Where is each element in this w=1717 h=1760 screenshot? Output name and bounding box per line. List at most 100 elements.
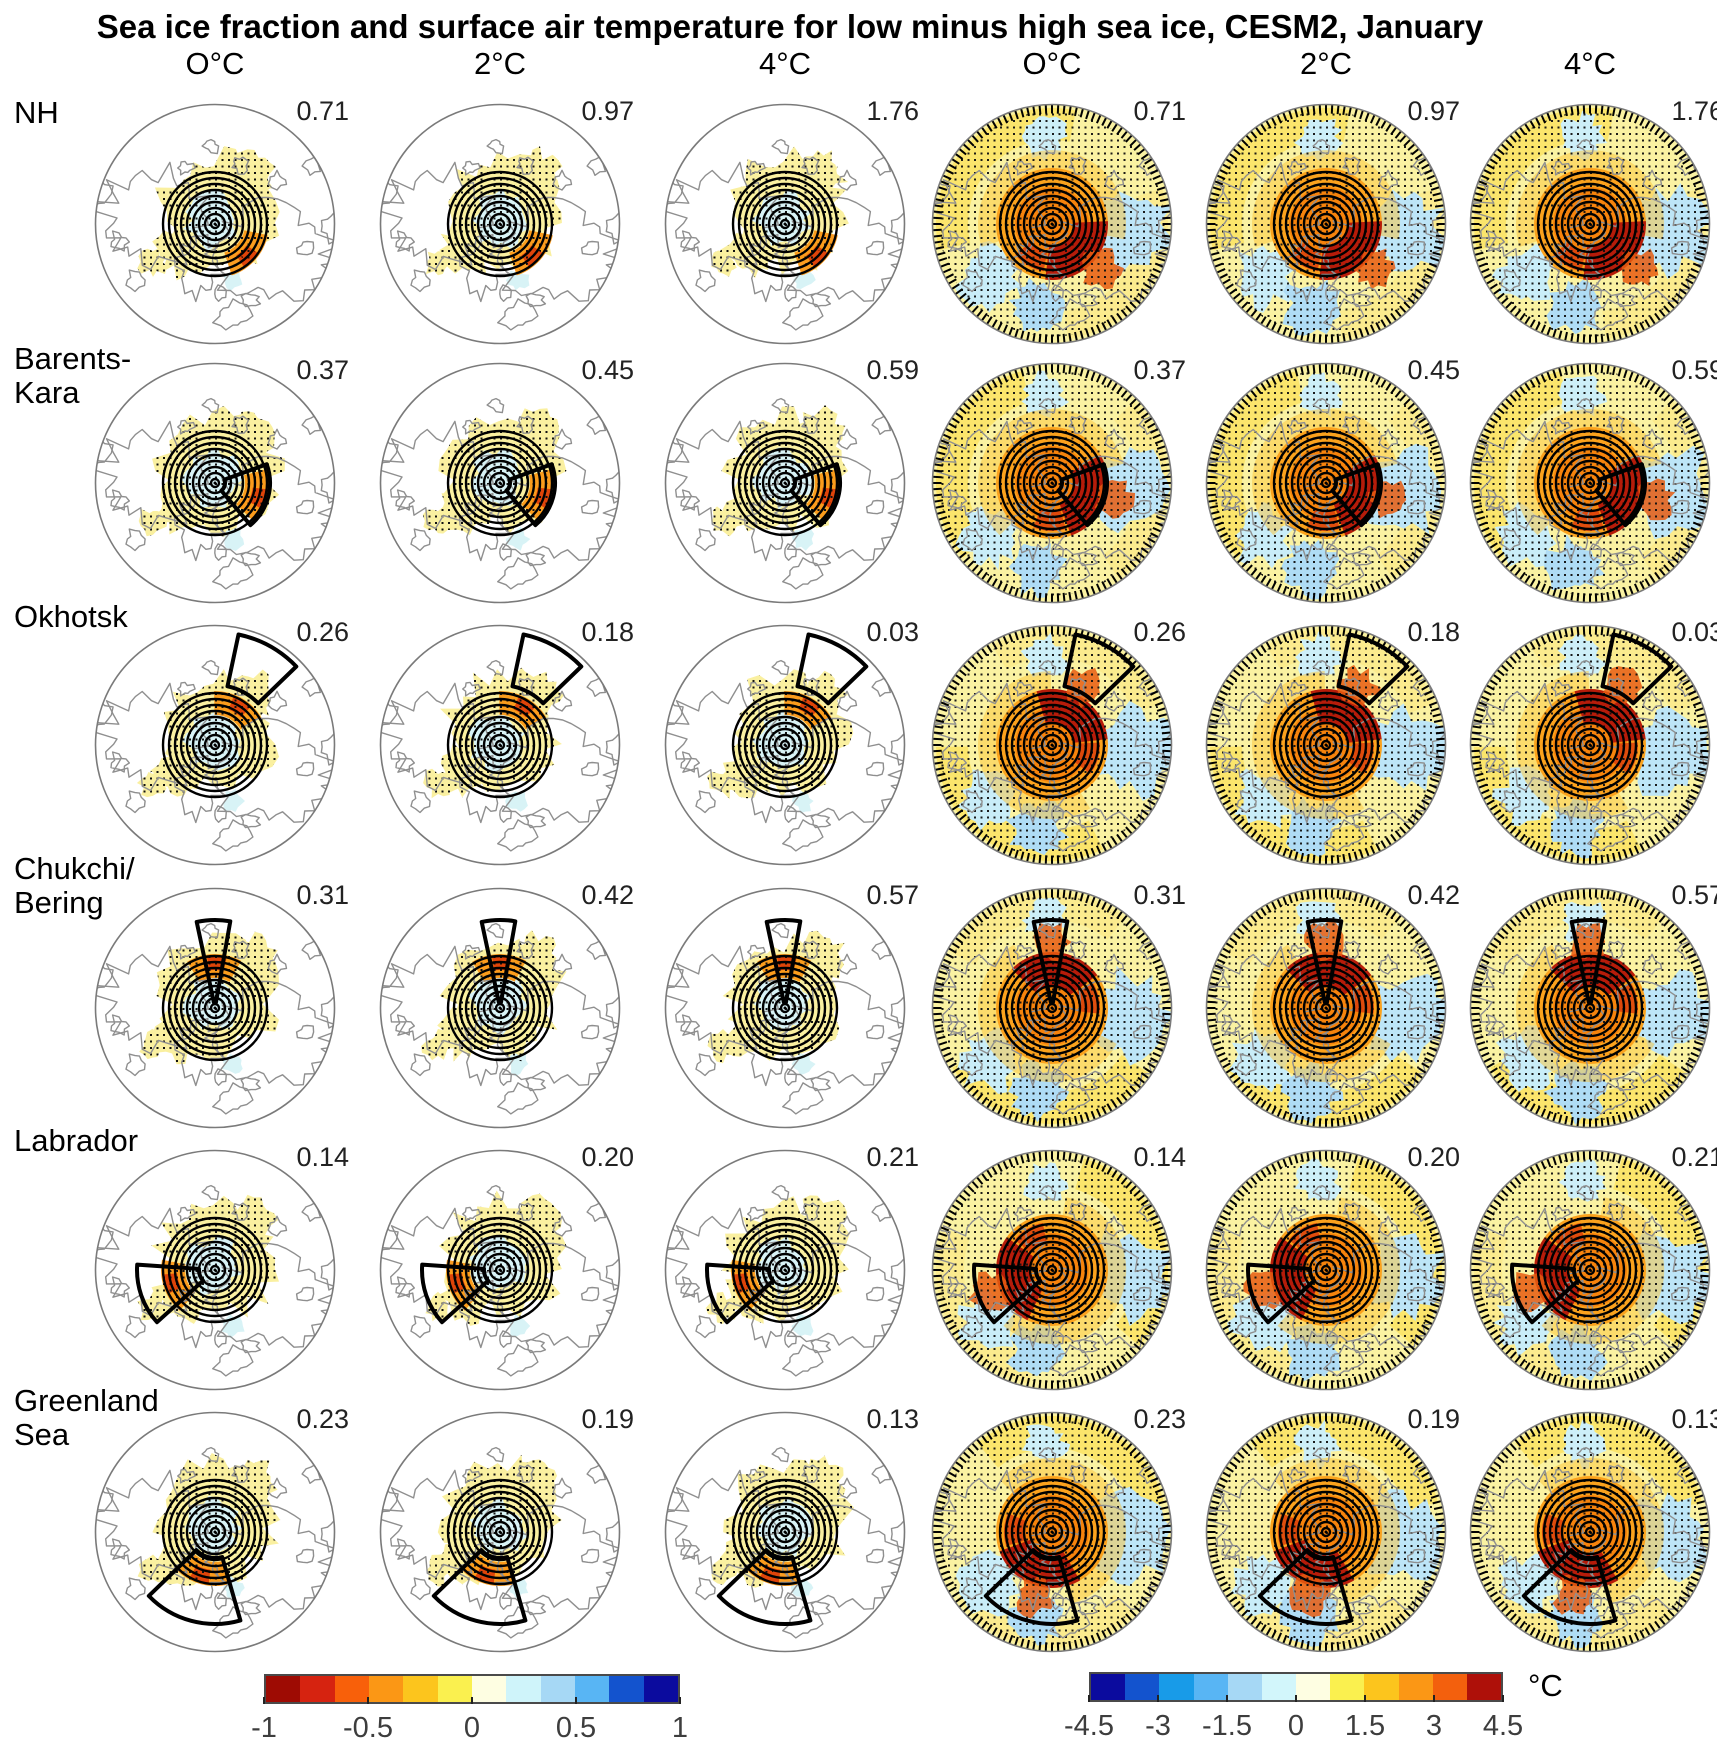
map-boundary <box>379 362 621 604</box>
map-boundary <box>379 103 621 345</box>
region-outline <box>1062 632 1136 706</box>
map-cell-r3c3: 0.31 <box>930 880 1186 1130</box>
region-outline <box>764 917 803 1005</box>
region-outline <box>972 1262 1043 1325</box>
map-boundary <box>664 1411 906 1653</box>
map-boundary <box>1205 103 1447 345</box>
map-boundary <box>664 624 906 866</box>
map-cell-r1c3: 0.37 <box>930 355 1186 605</box>
region-outline <box>1569 917 1608 1005</box>
colorbar-tick-label: -4.5 <box>1064 1710 1114 1742</box>
region-outline <box>1336 632 1410 706</box>
row-label-line: Kara <box>14 375 80 410</box>
map-value-label: 0.20 <box>1407 1142 1460 1172</box>
colorbar-sea-ice-segment-3 <box>368 1676 404 1702</box>
map-boundary <box>1205 1149 1447 1391</box>
row-label-line: Okhotsk <box>14 599 128 634</box>
row-label-0: NH <box>14 96 59 130</box>
sea-ice-map <box>379 103 621 345</box>
map-cell-r1c4: 0.45 <box>1204 355 1460 605</box>
map-cell-r0c0: 0.71 <box>93 96 349 346</box>
colorbar-tickmark <box>1088 1695 1090 1702</box>
temperature-map <box>1469 624 1711 866</box>
colorbar-tick-label: 0.5 <box>555 1712 597 1744</box>
colorbar-tick-label: 1 <box>671 1712 689 1744</box>
sea-ice-map <box>664 624 906 866</box>
colorbar-tick-label: -3 <box>1145 1710 1171 1742</box>
region-outline <box>983 1548 1080 1626</box>
colorbar-temperature-segment-1 <box>1125 1674 1160 1700</box>
colorbar-sea-ice-segment-0 <box>266 1676 301 1702</box>
map-boundary <box>1469 362 1711 604</box>
map-boundary <box>931 1149 1173 1391</box>
sea-ice-map <box>94 1149 336 1391</box>
map-value-label: 0.37 <box>1133 355 1186 385</box>
colorbar-sea-ice-segment-10 <box>609 1676 644 1702</box>
map-value-label: 0.97 <box>581 96 634 126</box>
figure-title: Sea ice fraction and surface air tempera… <box>96 8 1484 45</box>
temperature-map <box>1205 362 1447 604</box>
sea-ice-map <box>664 887 906 1129</box>
region-outline <box>1031 917 1070 1005</box>
colorbar-temperature-segment-0 <box>1091 1674 1126 1700</box>
map-cell-r5c5: 0.13 <box>1468 1404 1717 1654</box>
map-cell-r2c4: 0.18 <box>1204 617 1460 867</box>
column-header-right-1: 2°C <box>1299 46 1353 81</box>
map-cell-r2c1: 0.18 <box>378 617 634 867</box>
colorbar-tick-label: 0 <box>463 1712 481 1744</box>
region-outline <box>1594 462 1648 528</box>
colorbar-sea-ice-segment-7 <box>506 1676 541 1702</box>
map-value-label: 1.76 <box>1671 96 1717 126</box>
colorbar-tickmark <box>1295 1695 1297 1702</box>
region-outline <box>1330 462 1384 528</box>
map-cell-r0c4: 0.97 <box>1204 96 1460 346</box>
map-value-label: 0.03 <box>1671 617 1717 647</box>
row-label-line: Sea <box>14 1417 70 1452</box>
map-value-label: 0.18 <box>581 617 634 647</box>
temperature-map <box>1469 362 1711 604</box>
column-header-left-0: O°C <box>185 46 245 81</box>
sea-ice-map <box>379 362 621 604</box>
stippling <box>137 1194 279 1324</box>
map-boundary <box>1469 887 1711 1129</box>
map-cell-r4c0: 0.14 <box>93 1142 349 1392</box>
map-value-label: 0.37 <box>296 355 349 385</box>
map-value-label: 0.19 <box>581 1404 634 1434</box>
colorbar-tickmark <box>1433 1695 1435 1702</box>
colorbar-tickmark <box>575 1697 577 1704</box>
map-boundary <box>1205 1411 1447 1653</box>
map-cell-r5c3: 0.23 <box>930 1404 1186 1654</box>
map-cell-r2c5: 0.03 <box>1468 617 1717 867</box>
map-value-label: 0.45 <box>581 355 634 385</box>
map-value-label: 0.42 <box>1407 880 1460 910</box>
map-value-label: 0.20 <box>581 1142 634 1172</box>
sea-ice-map <box>664 103 906 345</box>
map-value-label: 0.97 <box>1407 96 1460 126</box>
temperature-map <box>1205 1411 1447 1653</box>
region-outline <box>795 632 869 706</box>
map-boundary <box>1205 624 1447 866</box>
map-boundary <box>1205 362 1447 604</box>
temperature-map <box>931 887 1173 1129</box>
sea-ice-map <box>94 103 336 345</box>
region-outline <box>194 917 233 1005</box>
colorbar-temperature-segment-3 <box>1193 1674 1228 1700</box>
temperature-map <box>931 624 1173 866</box>
map-value-label: 0.26 <box>1133 617 1186 647</box>
colorbar-tickmark <box>1157 1695 1159 1702</box>
region-outline <box>420 1262 491 1325</box>
map-value-label: 0.71 <box>296 96 349 126</box>
colorbar-tick-label: 1.5 <box>1344 1710 1386 1742</box>
region-outline <box>146 1548 243 1626</box>
map-value-label: 0.23 <box>296 1404 349 1434</box>
colorbar-sea-ice-segment-6 <box>471 1676 507 1702</box>
region-outline <box>1305 917 1344 1005</box>
sea-ice-map <box>94 362 336 604</box>
map-value-label: 0.21 <box>1671 1142 1717 1172</box>
colorbar-temperature-segment-10 <box>1432 1674 1467 1700</box>
map-boundary <box>1469 1149 1711 1391</box>
colorbar-sea-ice-segment-2 <box>334 1676 369 1702</box>
row-label-2: Okhotsk <box>14 600 128 634</box>
colorbar-tick-label: -1.5 <box>1202 1710 1252 1742</box>
region-outline <box>135 1262 206 1325</box>
